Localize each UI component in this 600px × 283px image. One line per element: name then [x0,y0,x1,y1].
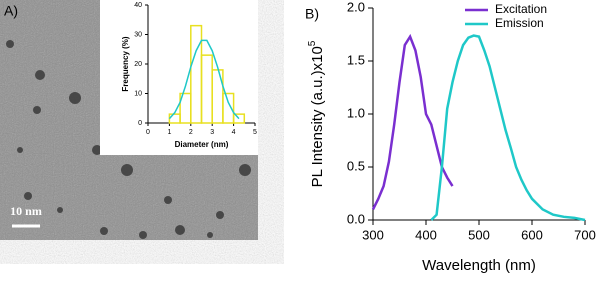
fit-curve [168,39,240,120]
legend-label: Emission [495,16,544,30]
x-tick-label: 600 [521,227,543,242]
y-axis-title: Frequency (%) [121,36,130,91]
x-tick-label: 2 [189,129,193,136]
x-tick-label: 5 [253,129,257,136]
x-axis-title: Diameter (nm) [175,140,229,149]
x-tick-label: 3 [210,129,214,136]
legend-label: Excitation [495,2,547,16]
panel-label: B) [305,6,319,22]
x-tick-label: 400 [415,227,437,242]
x-tick-label: 1 [167,129,171,136]
y-tick-label: 2.0 [347,0,365,14]
histogram-bar [232,113,246,124]
x-tick-label: 0 [146,129,150,136]
line-series [430,34,586,222]
tem-image [0,0,258,240]
y-axis-title-text: PL Intensity (a.u.)x10 [309,46,326,187]
y-tick-label: 1.5 [347,52,365,67]
y-tick-label: 1.0 [347,105,365,120]
y-axis-title: PL Intensity (a.u.)x105 [307,40,326,187]
x-axis-title: Wavelength (nm) [422,257,536,274]
scale-bar-label: 10 nm [10,204,42,218]
x-tick-label: 4 [232,129,236,136]
y-tick-label: 40 [134,2,142,9]
y-tick-label: 0 [138,120,142,127]
line-series [371,33,454,210]
y-tick-label: 20 [134,61,142,68]
y-axis-title-exponent: 5 [307,40,318,46]
y-tick-label: 30 [134,31,142,38]
y-tick-label: 10 [134,90,142,97]
histogram-bar [222,92,235,124]
y-tick-label: 0.5 [347,158,365,173]
panel-label: A) [4,3,18,19]
x-tick-label: 700 [574,227,596,242]
x-tick-label: 500 [468,227,490,242]
x-tick-label: 300 [362,227,384,242]
y-tick-label: 0.0 [347,211,365,226]
